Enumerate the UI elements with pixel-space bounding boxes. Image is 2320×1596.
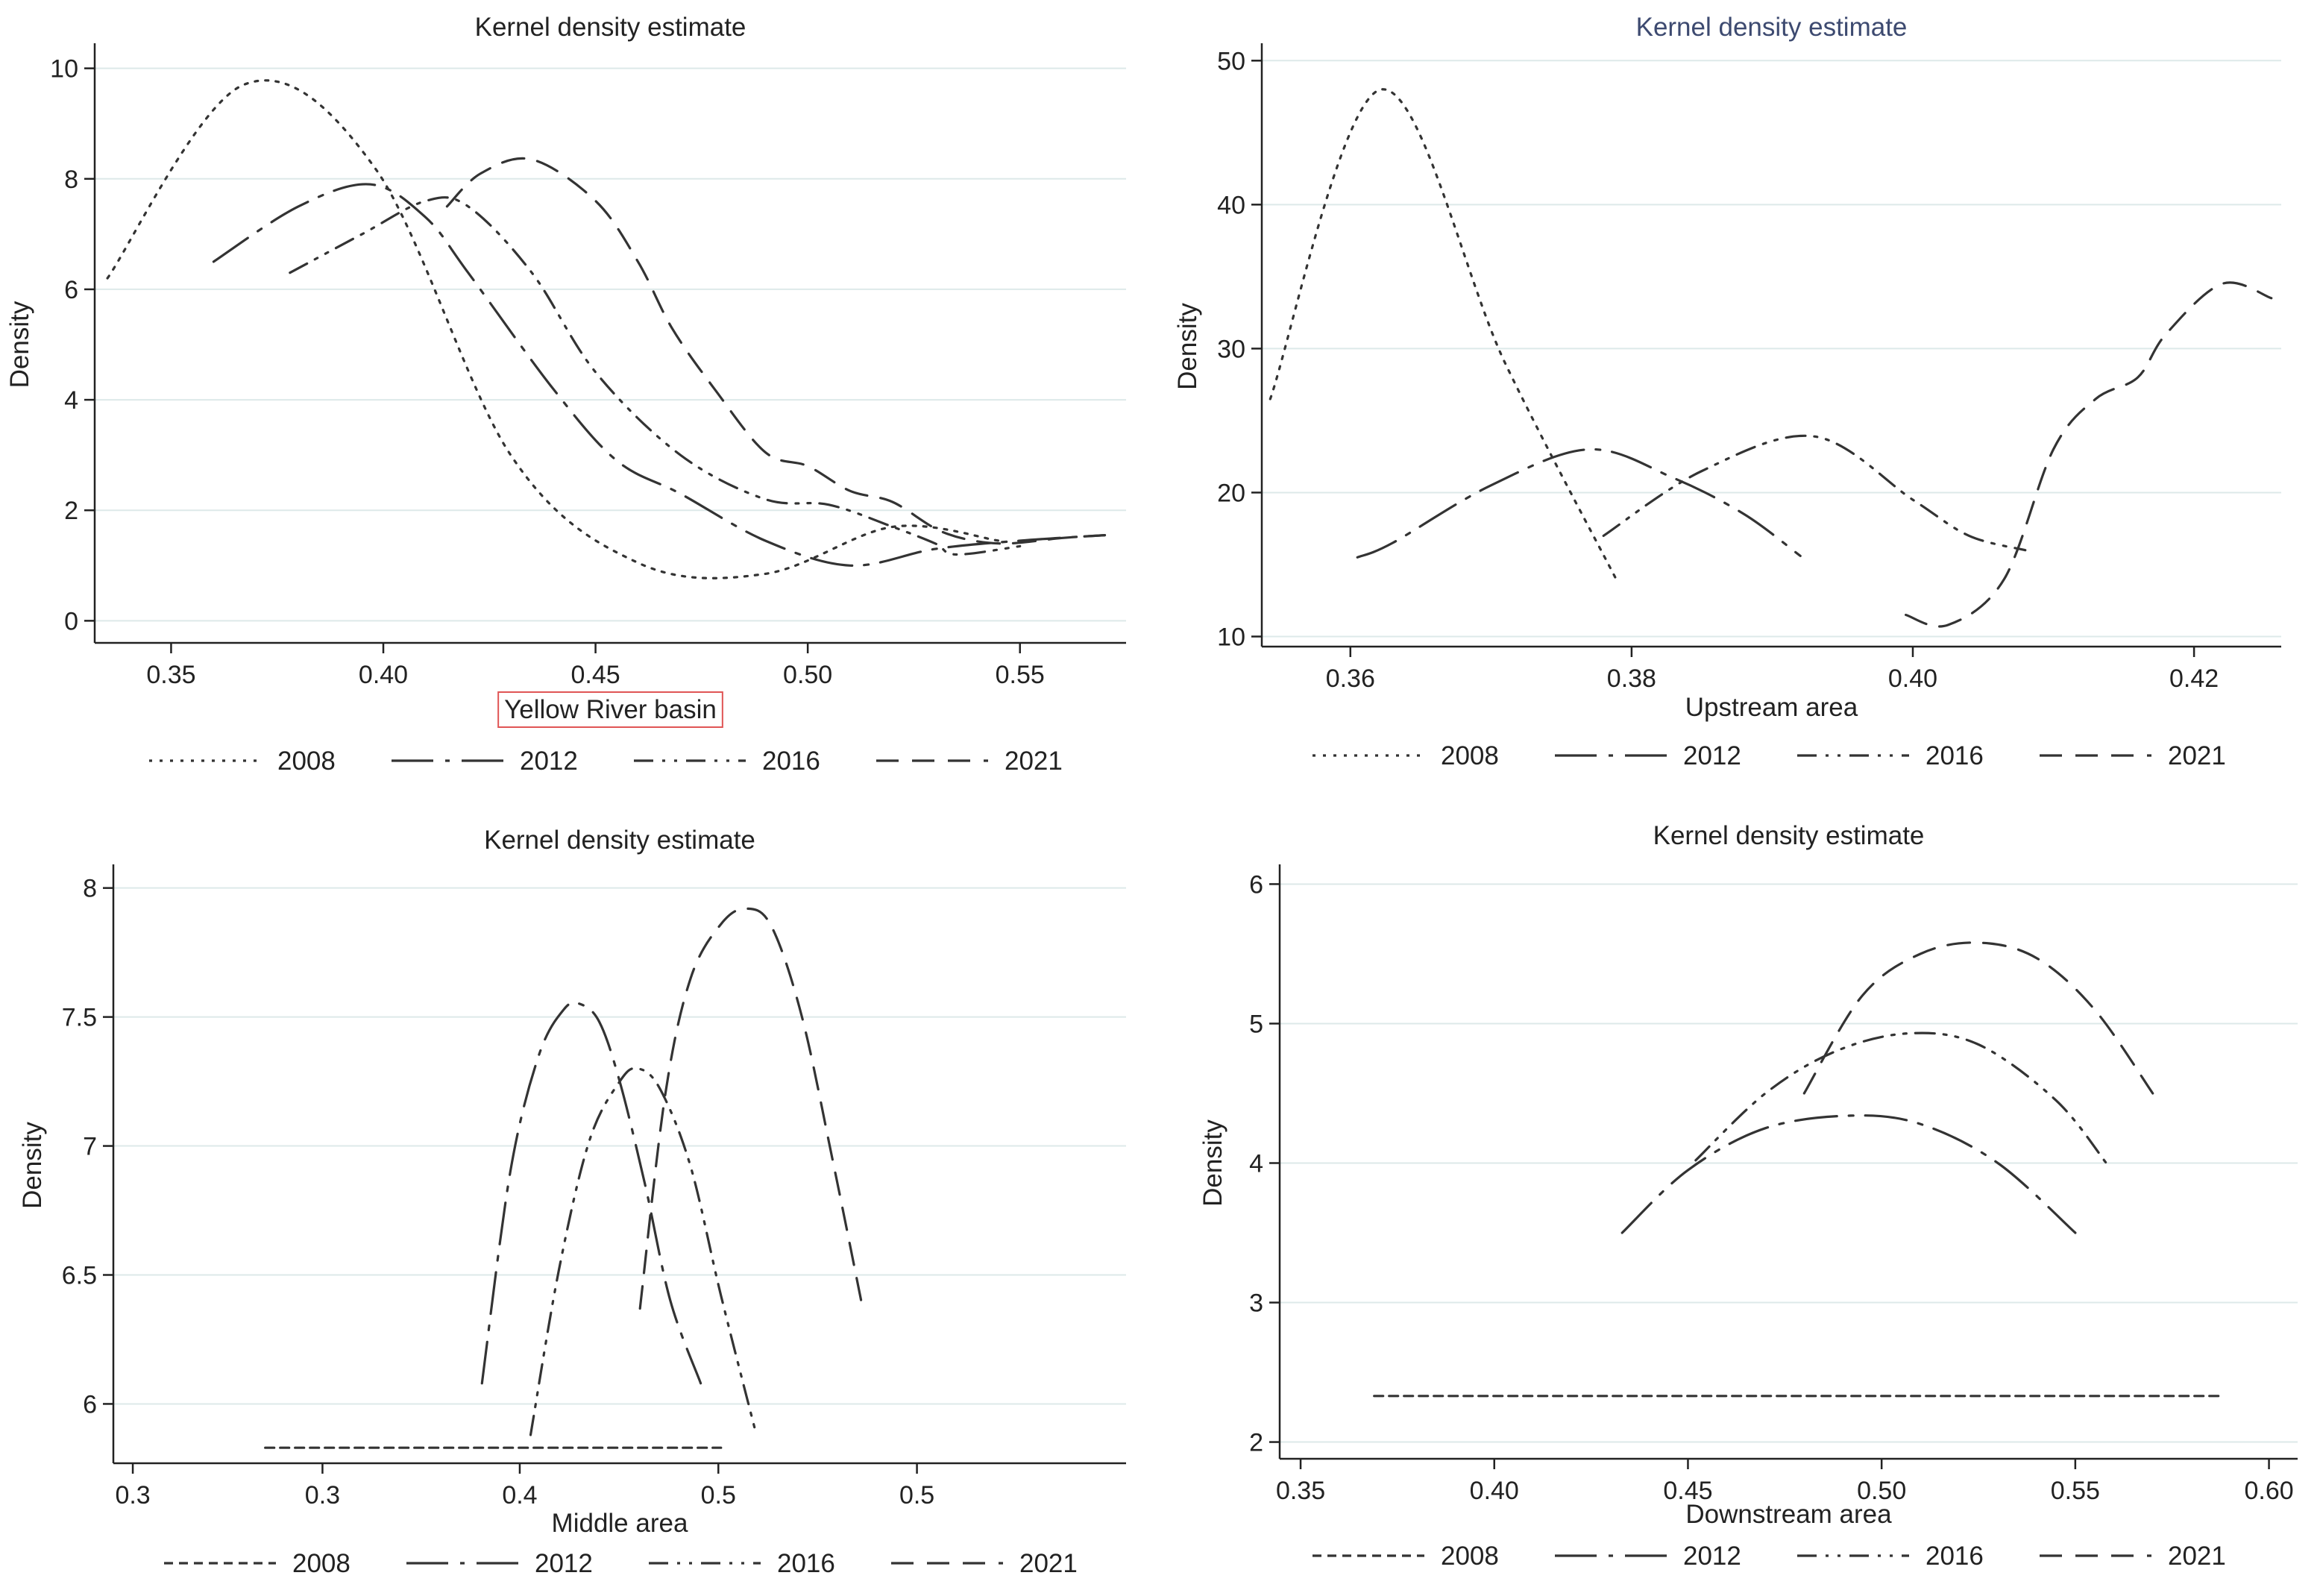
x-tick-label: 0.45: [1663, 1477, 1712, 1505]
legend-label: 2016: [1926, 741, 1984, 770]
x-axis-label: Yellow River basin: [504, 695, 717, 724]
y-tick-label: 4: [64, 386, 78, 415]
x-tick-label: 0.5: [899, 1481, 934, 1509]
y-axis-label: Density: [18, 1122, 47, 1209]
legend-label: 2008: [277, 747, 336, 776]
x-tick-label: 0.40: [1888, 665, 1937, 693]
x-tick-label: 0.35: [1276, 1477, 1325, 1505]
chart-panel-3: 6 6.5 7 7.5 8 0.3 0.3 0.4 0.5 0.5 Kernel density e…: [18, 826, 1126, 1578]
x-axis-label: Downstream area: [1685, 1500, 1892, 1529]
x-tick-label: 0.35: [146, 661, 195, 689]
series-line-2016: [1602, 434, 2027, 552]
x-tick-label: 0.55: [996, 661, 1045, 689]
series-line-2012: [1620, 1114, 2077, 1234]
legend-label: 2021: [1005, 747, 1063, 776]
legend: 2008 2012 2016 2021: [164, 1549, 1078, 1578]
series-line-2012: [480, 1001, 702, 1385]
y-tick-label: 30: [1217, 335, 1245, 363]
legend-label: 2008: [1441, 1542, 1499, 1571]
chart-panel-4: 2 3 4 5 6 0.35 0.40 0.45 0.50 0.55 0.60 Kernel dens…: [1198, 821, 2298, 1571]
chart-panel-2: 10 20 30 40 50 0.36 0.38 0.40 0.42 Kernel density…: [1173, 13, 2281, 770]
y-tick-label: 6: [83, 1390, 97, 1419]
series-line-2021: [1905, 281, 2273, 628]
x-axis-label: Upstream area: [1685, 693, 1858, 722]
legend-label: 2021: [1019, 1549, 1078, 1578]
x-tick-label: 0.40: [359, 661, 408, 689]
y-tick-label: 20: [1217, 479, 1245, 507]
series-line-2021: [445, 157, 1107, 545]
legend: 2008 2012 2016 2021: [149, 747, 1063, 776]
legend-label: 2008: [292, 1549, 350, 1578]
y-tick-label: 6.5: [62, 1262, 97, 1290]
y-tick-label: 5: [1249, 1010, 1263, 1038]
x-tick-label: 0.4: [502, 1481, 537, 1509]
y-tick-label: 7: [83, 1133, 97, 1161]
x-tick-label: 0.50: [783, 661, 832, 689]
legend-label: 2012: [1683, 741, 1741, 770]
series-line-2012: [1356, 447, 1802, 559]
y-tick-label: 6: [1249, 870, 1263, 899]
y-tick-label: 40: [1217, 191, 1245, 219]
y-tick-label: 0: [64, 607, 78, 635]
legend-label: 2012: [520, 747, 578, 776]
y-axis-label: Density: [1198, 1119, 1227, 1207]
y-tick-label: 50: [1217, 47, 1245, 75]
x-tick-label: 0.40: [1470, 1477, 1519, 1505]
legend-label: 2016: [1926, 1542, 1984, 1571]
y-axis-label: Density: [5, 301, 34, 388]
legend-label: 2021: [2168, 1542, 2226, 1571]
y-tick-label: 8: [64, 166, 78, 194]
y-tick-label: 10: [50, 55, 78, 84]
chart-panel-1: 0 2 4 6 8 10 0.35 0.40 0.45 0.50 0.55 Kernel densit…: [5, 13, 1126, 776]
legend: 2008 2012 2016 2021: [1313, 1542, 2226, 1571]
legend-label: 2016: [777, 1549, 835, 1578]
series-line-2021: [1802, 941, 2154, 1095]
legend-label: 2021: [2168, 741, 2226, 770]
legend-label: 2012: [1683, 1542, 1741, 1571]
x-tick-label: 0.50: [1857, 1477, 1906, 1505]
chart-title: Kernel density estimate: [1636, 13, 1908, 42]
y-tick-label: 3: [1249, 1289, 1263, 1318]
x-tick-label: 0.36: [1326, 665, 1375, 693]
x-tick-label: 0.5: [701, 1481, 736, 1509]
series-line-2021: [638, 907, 864, 1310]
x-tick-label: 0.3: [305, 1481, 340, 1509]
series-line-2016: [289, 196, 1022, 556]
series-line-2016: [1694, 1031, 2107, 1165]
chart-title: Kernel density estimate: [1653, 821, 1925, 850]
x-tick-label: 0.45: [570, 661, 620, 689]
legend-label: 2012: [535, 1549, 593, 1578]
y-tick-label: 2: [64, 497, 78, 525]
series-line-2008: [1269, 88, 1619, 583]
x-axis-label: Middle area: [552, 1509, 688, 1538]
series-line-2012: [212, 183, 1107, 567]
legend-label: 2016: [762, 747, 820, 776]
x-tick-label: 0.55: [2051, 1477, 2100, 1505]
series-line-2008: [106, 79, 1000, 579]
chart-title: Kernel density estimate: [484, 826, 755, 855]
x-tick-label: 0.42: [2169, 665, 2219, 693]
x-tick-label: 0.38: [1607, 665, 1656, 693]
y-tick-label: 8: [83, 875, 97, 903]
x-tick-label: 0.3: [115, 1481, 150, 1509]
y-tick-label: 7.5: [62, 1004, 97, 1032]
x-axis-label-highlight-box: [497, 691, 723, 728]
y-tick-label: 4: [1249, 1150, 1263, 1178]
series-line-2016: [529, 1066, 758, 1436]
legend: 2008 2012 2016 2021: [1313, 741, 2226, 770]
legend-label: 2008: [1441, 741, 1499, 770]
x-tick-label: 0.60: [2244, 1477, 2293, 1505]
y-tick-label: 2: [1249, 1429, 1263, 1457]
y-axis-label: Density: [1173, 303, 1202, 390]
y-tick-label: 10: [1217, 623, 1245, 651]
chart-title: Kernel density estimate: [475, 13, 746, 42]
y-tick-label: 6: [64, 276, 78, 304]
